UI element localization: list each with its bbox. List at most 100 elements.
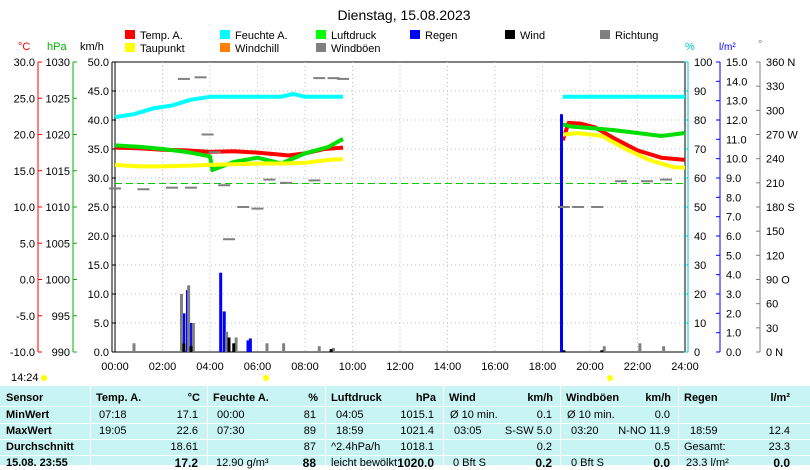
header-humidity: Feuchte A. <box>213 392 269 404</box>
current-wind-value: 0.2 <box>535 456 552 470</box>
wind-tick-label: 40.0 <box>88 115 109 127</box>
direction-point <box>251 207 264 210</box>
max-temp-value: 22.6 <box>176 425 198 437</box>
bar-Windböen <box>180 294 183 352</box>
rain-total-label: Gesamt: <box>684 441 726 453</box>
direction-tick-label: 180 S <box>766 202 795 214</box>
series-Wind <box>182 337 604 352</box>
legend-swatch <box>316 43 326 52</box>
avg-wind-value: 0.2 <box>536 441 552 453</box>
direction-point <box>208 151 221 154</box>
bar-Wind <box>329 349 333 352</box>
rain-tick-label: 0.0 <box>726 347 741 359</box>
legend-label: Windchill <box>235 43 279 55</box>
wind-tick-label: 15.0 <box>88 260 109 272</box>
direction-point <box>660 178 672 181</box>
header-temp-unit: °C <box>187 392 200 404</box>
sunrise-time-label: 14:24 <box>11 372 39 384</box>
temp-tick-label: 15.0 <box>14 166 35 178</box>
humidity-tick-label: 90 <box>694 86 706 98</box>
max-pressure-value: 1021.4 <box>400 425 434 437</box>
pressure-tick-label: 990 <box>52 347 70 359</box>
humidity-unit-label: % <box>685 41 695 53</box>
header-gusts: Windböen <box>566 392 620 404</box>
direction-point <box>177 77 190 80</box>
max-pressure-time: 18:59 <box>336 425 364 437</box>
legend-label: Wind <box>520 30 545 42</box>
direction-tick-label: 0 N <box>766 347 783 359</box>
pressure-tick-label: 1005 <box>46 238 70 250</box>
max-wind-value: S-SW 5.0 <box>504 425 552 437</box>
header-sensor: Sensor <box>6 392 44 404</box>
current-temp-value: 17.2 <box>174 456 198 470</box>
temp-tick-label: 0.0 <box>20 275 35 287</box>
current-rain-value: 0.0 <box>773 456 790 470</box>
rain-tick-label: 9.0 <box>726 173 741 185</box>
bar-Windböen <box>638 343 642 352</box>
rain-tick-label: 15.0 <box>726 57 747 69</box>
humidity-tick-label: 30 <box>694 260 706 272</box>
temp-unit-label: °C <box>18 41 30 53</box>
humidity-tick-label: 20 <box>694 289 706 301</box>
x-tick-label: 00:00 <box>101 361 129 373</box>
x-tick-label: 08:00 <box>291 361 319 373</box>
direction-tick-label: 240 <box>766 154 784 166</box>
bar-Windböen <box>332 347 335 352</box>
direction-tick-label: 60 <box>766 299 778 311</box>
temp-tick-label: 10.0 <box>14 202 35 214</box>
legend-label: Luftdruck <box>331 30 377 42</box>
max-temp-time: 19:05 <box>99 425 127 437</box>
min-humidity-value: 81 <box>303 409 316 421</box>
wind-tick-label: 25.0 <box>88 202 109 214</box>
min-wind-value: 0.1 <box>536 409 552 421</box>
direction-tick-label: 300 <box>766 105 784 117</box>
temp-tick-label: 20.0 <box>14 130 35 142</box>
bar-Windböen <box>187 285 191 352</box>
bar-Regen <box>182 313 186 352</box>
line-Taupunkt <box>562 131 686 170</box>
humidity-tick-label: 70 <box>694 144 706 156</box>
bar-Wind <box>232 343 236 352</box>
bar-Wind <box>182 343 186 352</box>
pressure-trend: ^2.4hPa/h <box>331 441 381 453</box>
x-tick-label: 12:00 <box>386 361 414 373</box>
temp-tick-label: 25.0 <box>14 93 35 105</box>
direction-point <box>308 179 321 182</box>
rain-tick-label: 13.0 <box>726 96 747 108</box>
min-humidity-time: 00:00 <box>217 409 245 421</box>
direction-point <box>109 187 121 190</box>
x-tick-label: 02:00 <box>149 361 177 373</box>
sun-marker-icon <box>263 375 269 381</box>
rain-tick-label: 2.0 <box>726 308 741 320</box>
bar-Windböen <box>234 337 238 352</box>
rain-tick-label: 4.0 <box>726 270 741 282</box>
bar-Windböen <box>282 343 286 352</box>
direction-point <box>572 206 585 208</box>
wind-tick-label: 35.0 <box>88 144 109 156</box>
wind-tick-label: 30.0 <box>88 173 109 185</box>
bar-Windböen <box>317 346 321 352</box>
temp-tick-label: -5.0 <box>16 311 35 323</box>
current-gusts-value: 0.0 <box>653 456 670 470</box>
bar-Windböen <box>132 343 136 352</box>
line-Feuchte A. <box>114 91 343 120</box>
legend-label: Regen <box>425 30 457 42</box>
bar-Windböen <box>602 346 606 352</box>
direction-point <box>313 77 326 80</box>
bar-Regen <box>219 272 223 352</box>
rain-tick-label: 6.0 <box>726 231 741 243</box>
sunrise-icon <box>41 375 47 381</box>
rain-unit-label: l/m² <box>719 42 736 53</box>
x-tick-label: 16:00 <box>481 361 509 373</box>
min-wind-label: Ø 10 min. <box>450 409 498 421</box>
wind-tick-label: 45.0 <box>88 86 109 98</box>
direction-tick-label: 210 <box>766 178 784 190</box>
bar-Windböen <box>265 343 269 352</box>
temp-tick-label: 5.0 <box>20 238 35 250</box>
legend-swatch <box>505 30 515 39</box>
row-label-max: MaxWert <box>6 425 52 437</box>
bar-Regen <box>246 340 250 352</box>
direction-point <box>201 133 214 136</box>
current-humidity-value: 88 <box>302 456 316 470</box>
pressure-tick-label: 1010 <box>46 202 70 214</box>
